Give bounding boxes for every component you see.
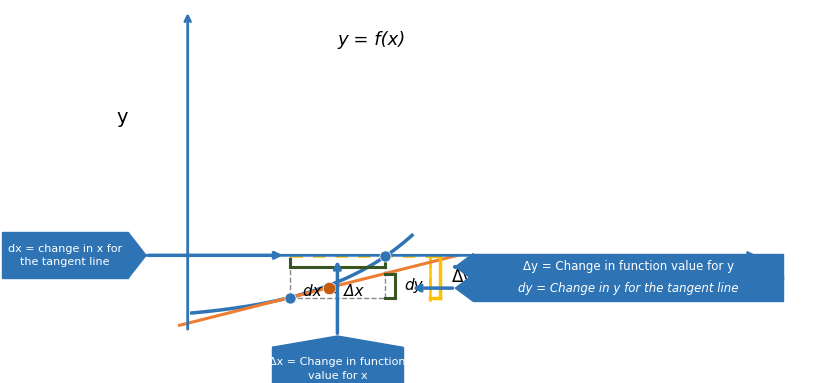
Text: Δx = Change in function
value for x: Δx = Change in function value for x bbox=[269, 357, 406, 381]
Text: dx = change in x for
the tangent line: dx = change in x for the tangent line bbox=[8, 244, 122, 267]
Text: y = f(x): y = f(x) bbox=[337, 31, 406, 49]
Text: dx = Δx: dx = Δx bbox=[303, 285, 364, 300]
FancyBboxPatch shape bbox=[473, 275, 783, 301]
Polygon shape bbox=[455, 254, 473, 280]
Text: Δy: Δy bbox=[452, 268, 473, 286]
Text: dy = Change in y for the tangent line: dy = Change in y for the tangent line bbox=[518, 282, 738, 295]
FancyBboxPatch shape bbox=[2, 232, 128, 278]
Text: dy: dy bbox=[405, 278, 424, 293]
Polygon shape bbox=[128, 232, 146, 278]
FancyBboxPatch shape bbox=[473, 254, 783, 280]
Text: y: y bbox=[117, 108, 128, 127]
Polygon shape bbox=[273, 336, 403, 347]
FancyBboxPatch shape bbox=[273, 347, 403, 383]
Polygon shape bbox=[455, 275, 473, 301]
Text: Δy = Change in function value for y: Δy = Change in function value for y bbox=[523, 260, 734, 273]
